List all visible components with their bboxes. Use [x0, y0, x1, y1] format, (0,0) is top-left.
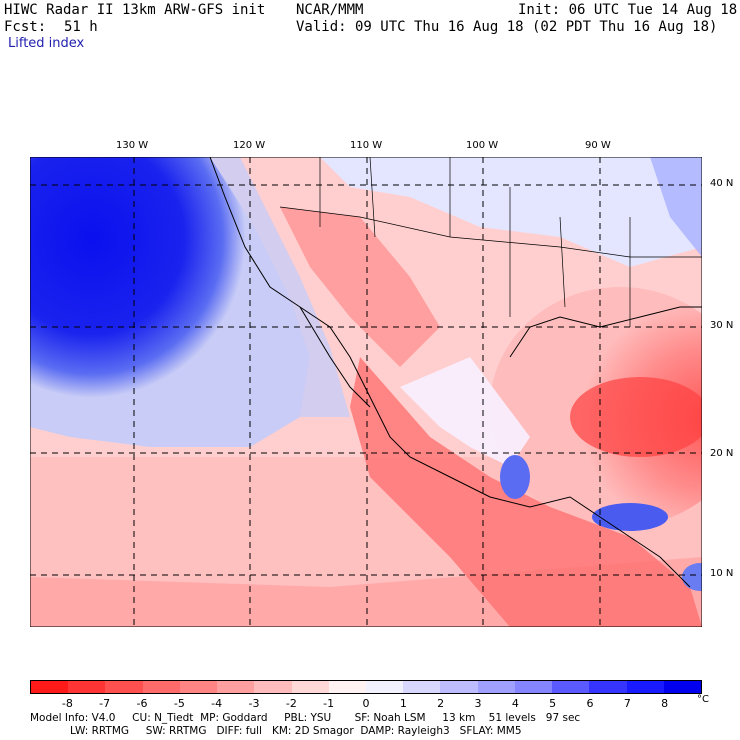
colorbar-tick-label: 1 — [399, 697, 407, 710]
field-name: Lifted index — [8, 36, 85, 51]
colorbar-tick-label: 0 — [362, 697, 370, 710]
colorbar-tick-label: -1 — [323, 697, 335, 710]
model-info-line2: LW: RRTMG SW: RRTMG DIFF: full KM: 2D Sm… — [30, 725, 522, 737]
colorbar-swatch — [440, 681, 478, 693]
pacific-ocean — [30, 157, 310, 447]
central-america-blue — [592, 503, 668, 531]
lon-label-90w: 90 W — [585, 140, 611, 151]
colorbar-swatch — [477, 681, 515, 693]
coastline — [209, 157, 691, 588]
colorbar-swatch — [514, 681, 553, 693]
ocean-fringe — [210, 157, 350, 417]
colorbar-swatch — [365, 681, 404, 693]
colorbar-tick-label: 5 — [549, 697, 557, 710]
colorbar-swatch — [31, 681, 69, 693]
colorbar-swatch — [217, 681, 255, 693]
fcst-value: 51 h — [64, 19, 98, 35]
us-southwest — [280, 207, 440, 367]
lat-label-20n: 20 N — [710, 448, 734, 459]
center-name: NCAR/MMM — [296, 2, 364, 18]
core-warm-area — [570, 377, 702, 457]
state-borders — [279, 157, 702, 327]
valid-time: Valid: 09 UTC Thu 16 Aug 18 (02 PDT Thu … — [296, 19, 718, 35]
lat-label-40n: 40 N — [710, 178, 734, 189]
colorbar-tick-label: -3 — [248, 697, 260, 710]
colorbar-unit: °C — [697, 694, 709, 705]
colorbar-swatch — [403, 681, 441, 693]
colorbar-tick-label: -8 — [61, 697, 73, 710]
colorbar-tick-label: 3 — [474, 697, 482, 710]
colorbar-swatch — [328, 681, 366, 693]
colorbar-tick-label: -2 — [285, 697, 297, 710]
lat-label-10n: 10 N — [710, 568, 734, 579]
colorbar-swatch — [291, 681, 329, 693]
title-left: HIWC Radar II 13km ARW-GFS init — [4, 2, 266, 18]
colorbar-tick-label: -5 — [173, 697, 185, 710]
model-info-line1: Model Info: V4.0 CU: N_Tiedt MP: Goddard… — [30, 712, 581, 724]
colorbar-swatch — [663, 681, 701, 693]
colorbar-swatch — [68, 681, 106, 693]
northeast-blue — [650, 157, 702, 257]
colorbar-swatch — [179, 681, 218, 693]
lat-label-30n: 30 N — [710, 320, 734, 331]
colorbar-swatch — [105, 681, 143, 693]
colorbar-swatch — [254, 681, 292, 693]
colorbar-swatch — [626, 681, 664, 693]
colorbar-tick-label: -6 — [136, 697, 148, 710]
colorbar-swatch — [552, 681, 590, 693]
mexico-interior — [400, 357, 530, 467]
colorbar-tick-label: -4 — [211, 697, 223, 710]
lon-label-110w: 110 W — [350, 140, 383, 151]
lon-label-130w: 130 W — [116, 140, 149, 151]
colorbar-swatch — [589, 681, 627, 693]
colorbar — [30, 680, 702, 694]
colorbar-tick-label: 7 — [623, 697, 631, 710]
colorbar-tick-label: 6 — [586, 697, 594, 710]
grid-lines — [30, 157, 702, 627]
lifted-index-map — [30, 157, 702, 627]
pacific-coast-band — [350, 357, 702, 627]
lon-label-100w: 100 W — [466, 140, 499, 151]
oaxaca-blue — [500, 455, 530, 499]
colorbar-tick-label: 4 — [511, 697, 519, 710]
init-time: Init: 06 UTC Tue 14 Aug 18 — [518, 2, 738, 18]
lon-label-120w: 120 W — [233, 140, 266, 151]
colorbar-tick-label: -7 — [99, 697, 111, 710]
colorbar-tick-label: 8 — [661, 697, 669, 710]
colorbar-swatch — [142, 681, 180, 693]
colorbar-tick-label: 2 — [437, 697, 445, 710]
fcst-label: Fcst: — [4, 19, 47, 35]
baja-coast — [299, 306, 371, 408]
